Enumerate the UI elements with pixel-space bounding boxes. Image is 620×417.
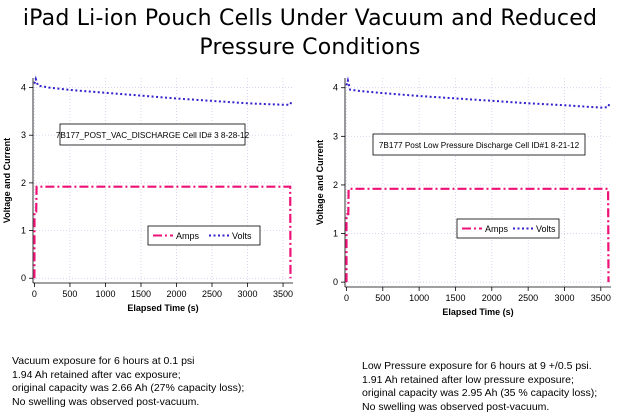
x-tick-label: 2000 xyxy=(482,293,502,303)
y-tick-label: 1 xyxy=(21,226,26,236)
legend-box xyxy=(147,225,261,246)
legend-label-amps: Amps xyxy=(485,224,509,234)
y-axis-label: Voltage and Current xyxy=(2,138,12,223)
series-volts-line xyxy=(345,76,611,109)
annotation-text: 7B177_POST_VAC_DISCHARGE Cell ID# 3 8-28… xyxy=(56,131,250,140)
y-axis-label: Voltage and Current xyxy=(315,140,325,225)
annotation-text: 7B177 Post Low Pressure Discharge Cell I… xyxy=(379,141,580,150)
x-axis-label: Elapsed Time (s) xyxy=(127,303,198,313)
x-tick-label: 1500 xyxy=(445,293,465,303)
chart-vacuum: 0 500 1000 1500 2000 2500 3000 3500 0 1 2 3 4 Elapsed… xyxy=(2,75,293,313)
x-tick-label: 1500 xyxy=(131,289,151,299)
y-tick-label: 4 xyxy=(21,83,26,93)
y-tick-label: 3 xyxy=(333,131,338,141)
page-title: iPad Li-ion Pouch Cells Under Vacuum and… xyxy=(0,4,620,62)
x-tick-label: 0 xyxy=(32,289,37,299)
x-tick-label: 2500 xyxy=(518,293,538,303)
x-tick-label: 1000 xyxy=(409,293,429,303)
caption-line: original capacity was 2.95 Ah (35 % capa… xyxy=(362,387,598,399)
annotation-box xyxy=(59,123,246,146)
x-tick-label: 0 xyxy=(344,293,349,303)
y-tick-label: 4 xyxy=(333,83,338,93)
x-axis-label: Elapsed Time (s) xyxy=(442,307,513,317)
x-tick-label: 3000 xyxy=(554,293,574,303)
series-volts-line xyxy=(33,75,293,106)
legend-label-amps: Amps xyxy=(176,231,200,241)
x-tick-label: 1000 xyxy=(95,289,115,299)
x-tick-label: 500 xyxy=(375,293,390,303)
caption-line: No swelling was observed post-vacuum. xyxy=(362,400,550,413)
x-tick-label: 2500 xyxy=(202,289,222,299)
y-tick-label: 3 xyxy=(21,130,26,140)
title-line-2: Pressure Conditions xyxy=(199,35,421,60)
title-line-1: iPad Li-ion Pouch Cells Under Vacuum and… xyxy=(22,6,598,31)
annotation-box xyxy=(372,133,586,156)
caption-low-pressure: Low Pressure exposure for 6 hours at 9 +… xyxy=(362,360,597,414)
caption-vacuum: Vacuum exposure for 6 hours at 0.1 psi 1… xyxy=(12,355,244,409)
x-tick-label: 3500 xyxy=(591,293,611,303)
legend-box xyxy=(456,218,560,239)
y-tick-label: 0 xyxy=(21,273,26,283)
y-tick-label: 0 xyxy=(333,277,338,287)
caption-line: No swelling was observed post-vacuum. xyxy=(12,395,200,408)
x-tick-label: 3500 xyxy=(273,289,293,299)
y-tick-label: 2 xyxy=(333,180,338,190)
legend-label-volts: Volts xyxy=(232,231,252,241)
caption-line: Vacuum exposure for 6 hours at 0.1 psi xyxy=(12,355,195,367)
caption-line: 1.91 Ah retained after low pressure expo… xyxy=(362,373,574,386)
x-tick-label: 500 xyxy=(62,289,77,299)
series-amps-line xyxy=(345,187,610,283)
chart-low-pressure: 0 500 1000 1500 2000 2500 3000 3500 0 1 2 3 4 Elapsed… xyxy=(315,76,611,317)
x-tick-label: 3000 xyxy=(238,289,258,299)
caption-line: original capacity was 2.66 Ah (27% capac… xyxy=(12,382,245,394)
y-tick-label: 1 xyxy=(333,229,338,239)
x-tick-label: 2000 xyxy=(166,289,186,299)
series-amps-line xyxy=(33,185,292,279)
caption-line: Low Pressure exposure for 6 hours at 9 +… xyxy=(362,360,592,372)
caption-line: 1.94 Ah retained after vac exposure; xyxy=(12,368,181,381)
y-tick-label: 2 xyxy=(21,178,26,188)
legend-label-volts: Volts xyxy=(536,224,556,234)
